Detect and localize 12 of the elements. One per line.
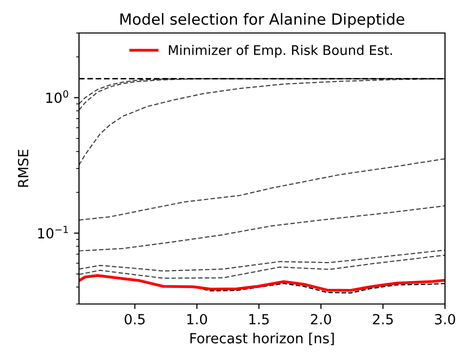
- x-tick-label: 1.5: [249, 314, 269, 324]
- x-tick-label: 2.5: [372, 314, 393, 324]
- x-tick-label: 3.0: [435, 314, 456, 324]
- y-tick-label: 10$^{0}$: [46, 90, 68, 104]
- y-tick-label: 10$^{−1}$: [38, 226, 68, 239]
- chart-title: Model selection for Alanine Dipeptide: [120, 13, 404, 28]
- y-axis-title: RMSE: [18, 150, 28, 187]
- x-axis-title: Forecast horizon [ns]: [190, 332, 334, 346]
- legend-label: Minimizer of Emp. Risk Bound Est.: [168, 44, 392, 58]
- x-tick-label: 2.0: [310, 314, 332, 324]
- x-tick-label: 1.0: [187, 314, 207, 324]
- x-tick-label: 0.5: [124, 314, 145, 324]
